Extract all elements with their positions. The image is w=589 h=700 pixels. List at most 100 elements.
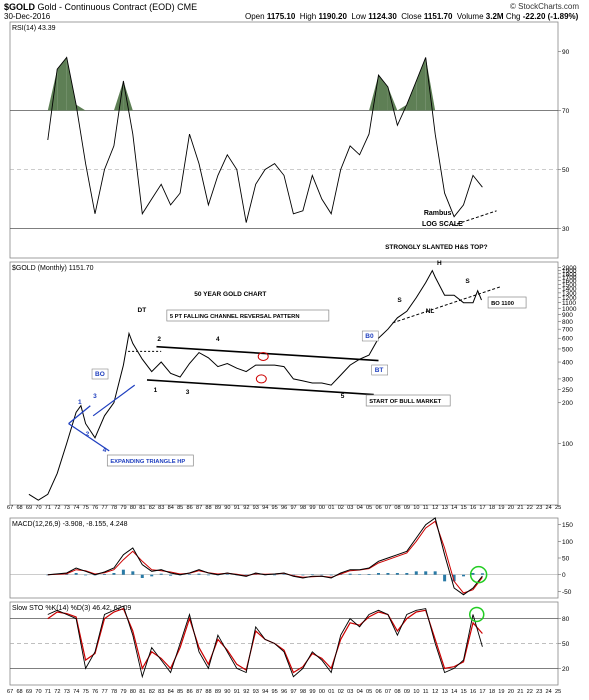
- rsi-overbought-fill: [406, 81, 417, 111]
- x-axis-label-1-18: 85: [177, 689, 183, 695]
- rsi-overbought-fill: [378, 75, 388, 111]
- macd-histogram-bar: [46, 574, 50, 576]
- x-axis-label-1-54: 21: [517, 689, 523, 695]
- pattern-label-14: 2: [86, 431, 90, 438]
- watermark: © StockCharts.com: [510, 2, 580, 11]
- x-axis-label-1-21: 88: [205, 689, 211, 695]
- x-axis-label-0-16: 83: [158, 505, 164, 511]
- price-tick-label-1: 200: [562, 400, 573, 407]
- macd-histogram-bar: [358, 574, 362, 575]
- price-line: [28, 269, 482, 501]
- x-axis-label-0-44: 11: [423, 505, 429, 511]
- x-axis-label-1-40: 07: [385, 689, 391, 695]
- x-axis-label-1-20: 87: [196, 689, 202, 695]
- triangle-lower-line: [68, 423, 110, 452]
- x-axis-label-0-15: 82: [149, 505, 155, 511]
- x-axis-label-0-9: 76: [92, 505, 98, 511]
- chart-date: 30-Dec-2016: [4, 12, 51, 21]
- macd-histogram-bar: [282, 574, 286, 575]
- macd-histogram-bar: [254, 574, 258, 575]
- x-axis-label-1-51: 18: [489, 689, 495, 695]
- rsi-overbought-fill: [416, 57, 426, 111]
- macd-histogram-bar: [367, 574, 371, 575]
- macd-histogram-bar: [169, 574, 173, 576]
- x-axis-label-1-17: 84: [168, 689, 174, 695]
- pattern-label-3: 1: [154, 387, 158, 394]
- x-axis-label-1-23: 90: [224, 689, 230, 695]
- sto-k-line: [47, 605, 483, 679]
- x-axis-label-1-25: 92: [243, 689, 249, 695]
- close-label: Close: [401, 12, 422, 21]
- price-tick-label-8: 800: [562, 319, 573, 326]
- x-axis-label-0-38: 05: [366, 505, 372, 511]
- x-axis-label-0-47: 14: [451, 505, 457, 511]
- price-tick-label-12: 1200: [562, 295, 577, 302]
- x-axis-label-0-41: 08: [394, 505, 400, 511]
- x-axis-label-1-41: 08: [394, 689, 400, 695]
- pattern-label-11: BT: [375, 367, 384, 374]
- pattern-label-15: 3: [93, 393, 97, 400]
- pattern-label-16: 4: [103, 447, 107, 454]
- macd-histogram-bar: [197, 573, 201, 575]
- x-axis-label-0-22: 89: [215, 505, 221, 511]
- x-axis-label-1-29: 96: [281, 689, 287, 695]
- high-value: 1190.20: [318, 12, 347, 21]
- price-tick-label-15: 1500: [562, 282, 577, 289]
- x-axis-label-0-45: 12: [432, 505, 438, 511]
- sto-tick-label-0: 20: [562, 666, 570, 673]
- rsi-legend: RSI(14) 43.39: [12, 25, 56, 32]
- x-axis-label-1-31: 98: [300, 689, 306, 695]
- x-axis-label-0-49: 16: [470, 505, 476, 511]
- macd-histogram-bar: [471, 573, 475, 575]
- price-tick-label-9: 900: [562, 312, 573, 319]
- price-tick-label-6: 600: [562, 336, 573, 343]
- price-tick-label-4: 400: [562, 360, 573, 367]
- ohlc-readout: Open 1175.10 High 1190.20 Low 1124.30 Cl…: [245, 12, 578, 21]
- macd-line: [47, 517, 483, 596]
- channel-bottom-line: [146, 379, 374, 396]
- x-axis-label-0-36: 03: [347, 505, 353, 511]
- macd-histogram-bar: [159, 573, 163, 575]
- x-axis-label-0-31: 98: [300, 505, 306, 511]
- chart-header-symbol: $GOLD Gold - Continuous Contract (EOD) C…: [4, 2, 197, 12]
- x-axis-label-1-26: 93: [253, 689, 259, 695]
- x-axis-label-1-28: 95: [272, 689, 278, 695]
- x-axis-label-0-21: 88: [205, 505, 211, 511]
- macd-histogram-bar: [150, 574, 154, 577]
- x-axis-label-1-52: 19: [498, 689, 504, 695]
- price-tick-label-5: 500: [562, 346, 573, 353]
- macd-histogram-bar: [320, 574, 324, 576]
- x-axis-label-0-39: 06: [375, 505, 381, 511]
- macd-histogram-bar: [244, 574, 248, 576]
- macd-histogram-bar: [206, 574, 210, 576]
- x-axis-label-1-32: 99: [309, 689, 315, 695]
- macd-histogram-bar: [414, 571, 418, 575]
- x-axis-label-1-38: 05: [366, 689, 372, 695]
- x-axis-label-0-48: 15: [461, 505, 467, 511]
- annotation-box-label-2: BO 1100: [491, 301, 514, 307]
- backtest-ellipse-bottom: [255, 374, 267, 384]
- x-axis-label-1-7: 74: [73, 689, 79, 695]
- x-axis-label-1-50: 17: [479, 689, 485, 695]
- x-axis-label-1-35: 02: [338, 689, 344, 695]
- macd-tick-label-1: 0: [562, 572, 566, 579]
- x-axis-label-1-55: 22: [527, 689, 533, 695]
- x-axis-label-0-42: 09: [404, 505, 410, 511]
- rsi-tick-label-4: 90: [562, 49, 570, 56]
- x-axis-label-1-57: 24: [546, 689, 552, 695]
- x-axis-label-0-55: 22: [527, 505, 533, 511]
- close-value: 1151.70: [423, 12, 453, 21]
- x-axis-label-0-5: 72: [54, 505, 60, 511]
- x-axis-label-0-12: 79: [120, 505, 126, 511]
- x-axis-label-0-35: 02: [338, 505, 344, 511]
- x-axis-label-1-19: 86: [187, 689, 193, 695]
- neckline: [392, 285, 502, 324]
- macd-tick-label-0: -50: [562, 589, 572, 596]
- pattern-label-4: 3: [186, 389, 190, 396]
- price-tick-label-7: 700: [562, 327, 573, 334]
- x-axis-label-1-36: 03: [347, 689, 353, 695]
- price-legend: $GOLD (Monthly) 1151.70: [12, 265, 94, 272]
- macd-histogram-bar: [121, 569, 125, 575]
- price-tick-label-18: 1800: [562, 271, 577, 278]
- x-axis-label-0-4: 71: [45, 505, 51, 511]
